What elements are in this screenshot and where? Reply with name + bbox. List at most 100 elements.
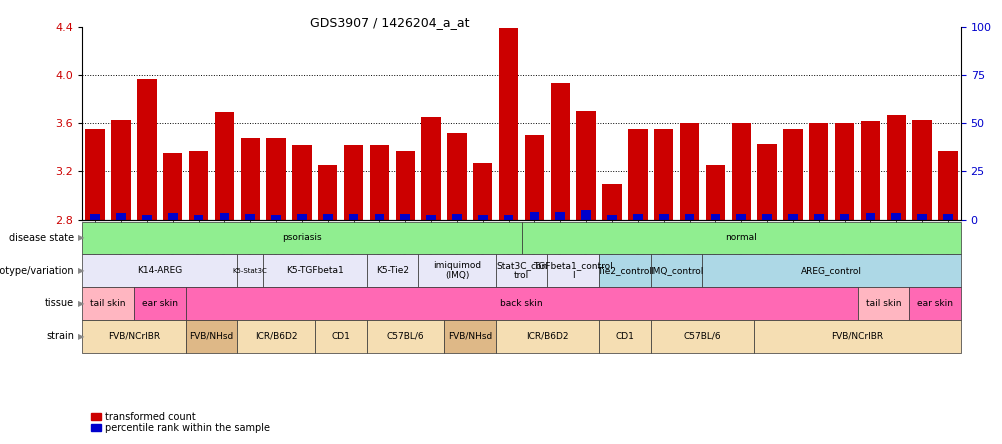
Text: K14-AREG: K14-AREG (137, 266, 182, 275)
Bar (142, 215, 151, 220)
Bar (498, 28, 518, 220)
Text: tissue: tissue (45, 298, 74, 309)
Bar (245, 214, 255, 220)
Bar (395, 151, 415, 220)
Text: ▶: ▶ (78, 233, 84, 242)
Bar (942, 214, 952, 220)
Text: K5-TGFbeta1: K5-TGFbeta1 (286, 266, 344, 275)
Bar (297, 214, 307, 220)
Bar (214, 112, 233, 220)
Bar (581, 210, 590, 220)
Text: ICR/B6D2: ICR/B6D2 (255, 332, 297, 341)
Text: FVB/NCrIBR: FVB/NCrIBR (831, 332, 883, 341)
Bar (111, 119, 130, 220)
Bar (452, 214, 461, 220)
Text: ▶: ▶ (78, 332, 84, 341)
Bar (370, 145, 389, 220)
Bar (271, 215, 281, 220)
Bar (730, 123, 750, 220)
Bar (576, 111, 595, 220)
Text: ICR/B6D2: ICR/B6D2 (526, 332, 568, 341)
Bar (426, 215, 436, 220)
Text: back skin: back skin (500, 299, 542, 308)
Bar (834, 123, 854, 220)
Text: Tie2_control: Tie2_control (597, 266, 651, 275)
Bar (90, 214, 100, 220)
Text: tail skin: tail skin (865, 299, 900, 308)
Text: FVB/NCrIBR: FVB/NCrIBR (108, 332, 160, 341)
Bar (865, 213, 875, 220)
Bar (85, 129, 105, 220)
Text: C57BL/6: C57BL/6 (386, 332, 424, 341)
Bar (762, 214, 772, 220)
Text: psoriasis: psoriasis (282, 233, 322, 242)
Bar (555, 212, 564, 220)
Text: FVB/NHsd: FVB/NHsd (447, 332, 492, 341)
Bar (267, 138, 286, 220)
Text: ear skin: ear skin (141, 299, 177, 308)
Bar (606, 215, 616, 220)
Text: CD1: CD1 (615, 332, 633, 341)
Bar (529, 212, 539, 220)
Bar (602, 183, 621, 220)
Text: imiquimod
(IMQ): imiquimod (IMQ) (433, 261, 481, 280)
Bar (240, 138, 260, 220)
Bar (447, 133, 466, 220)
Text: GDS3907 / 1426204_a_at: GDS3907 / 1426204_a_at (310, 16, 469, 28)
Bar (735, 214, 745, 220)
Bar (684, 214, 693, 220)
Bar (860, 121, 879, 220)
Bar (292, 145, 312, 220)
Text: TGFbeta1_control
l: TGFbeta1_control l (533, 261, 612, 280)
Bar (709, 214, 719, 220)
Bar (813, 214, 823, 220)
Bar (788, 214, 797, 220)
Bar (783, 129, 802, 220)
Text: FVB/NHsd: FVB/NHsd (189, 332, 233, 341)
Bar (193, 215, 203, 220)
Bar (473, 163, 492, 220)
Bar (374, 214, 384, 220)
Text: ear skin: ear skin (916, 299, 952, 308)
Bar (839, 214, 849, 220)
Text: genotype/variation: genotype/variation (0, 266, 74, 276)
Bar (658, 214, 668, 220)
Bar (116, 213, 125, 220)
Bar (318, 166, 337, 220)
Bar (891, 213, 900, 220)
Bar (478, 215, 487, 220)
Bar (627, 129, 647, 220)
Bar (705, 166, 724, 220)
Text: tail skin: tail skin (90, 299, 125, 308)
Bar (886, 115, 905, 220)
Text: AREG_control: AREG_control (801, 266, 862, 275)
Bar (323, 214, 333, 220)
Bar (400, 214, 410, 220)
Bar (632, 214, 642, 220)
Bar (912, 119, 931, 220)
Bar (937, 151, 957, 220)
Bar (550, 83, 569, 220)
Text: ▶: ▶ (78, 299, 84, 308)
Bar (653, 129, 672, 220)
Text: disease state: disease state (9, 233, 74, 243)
Bar (679, 123, 698, 220)
Bar (219, 213, 229, 220)
Bar (167, 213, 177, 220)
Bar (137, 79, 156, 220)
Text: IMQ_control: IMQ_control (649, 266, 702, 275)
Bar (503, 215, 513, 220)
Text: Stat3C_con
trol: Stat3C_con trol (495, 261, 547, 280)
Bar (421, 117, 440, 220)
Legend: transformed count, percentile rank within the sample: transformed count, percentile rank withi… (87, 408, 274, 437)
Text: ▶: ▶ (78, 266, 84, 275)
Text: strain: strain (46, 331, 74, 341)
Text: K5-Tie2: K5-Tie2 (376, 266, 409, 275)
Text: CD1: CD1 (331, 332, 350, 341)
Bar (188, 151, 208, 220)
Bar (809, 123, 828, 220)
Bar (524, 135, 544, 220)
Bar (757, 144, 776, 220)
Text: C57BL/6: C57BL/6 (683, 332, 720, 341)
Text: K5-Stat3C: K5-Stat3C (232, 268, 268, 274)
